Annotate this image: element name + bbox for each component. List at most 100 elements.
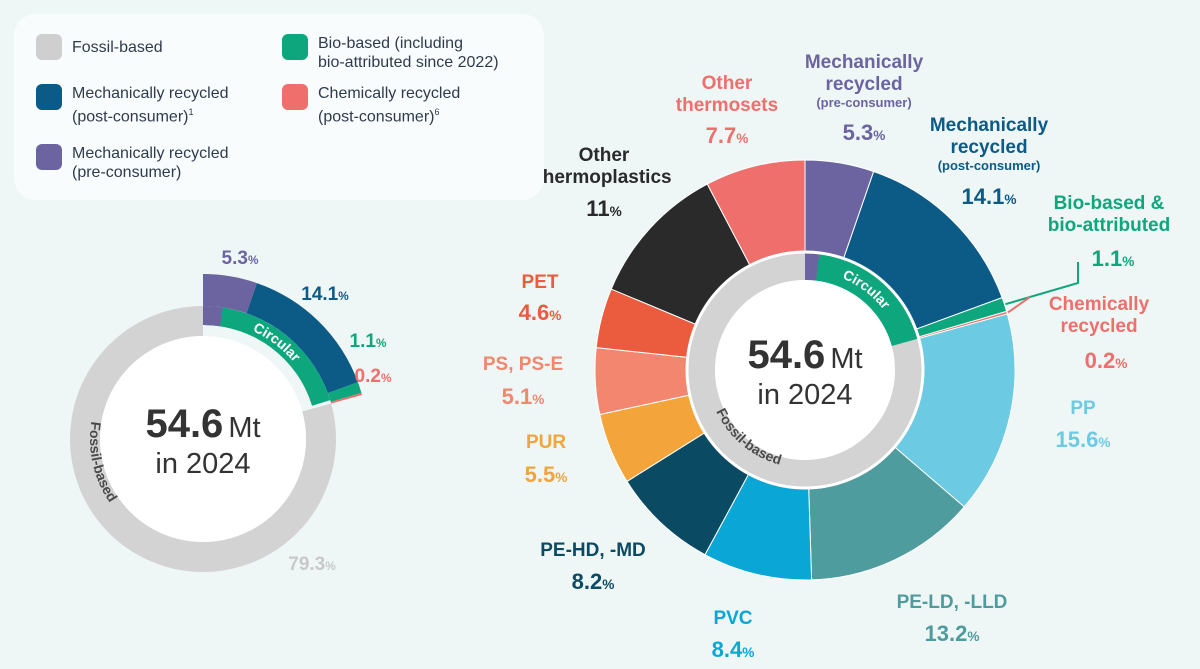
right-name-mech-post-line: recycled [950, 137, 1027, 158]
right-value-pp-pct: % [1098, 435, 1110, 450]
legend-label-mech-post: Mechanically recycled (post-consumer)1 [72, 84, 229, 126]
right-name-pur: PUR [526, 432, 566, 453]
right-value-ps-num: 5.1 [502, 384, 533, 409]
legend-footnote-mech-post: 1 [188, 107, 194, 117]
legend-item-chem: Chemically recycled (post-consumer)6 [282, 84, 460, 126]
right-name-othts: Other thermosets [676, 73, 778, 116]
left-value-chem: 0.2% [355, 366, 392, 387]
right-center-number: 54.6 [747, 333, 825, 377]
legend-item-mech-pre: Mechanically recycled (pre-consumer) [36, 144, 229, 182]
legend-label-fossil: Fossil-based [72, 39, 163, 56]
legend: Fossil-based Bio-based (including bio-at… [14, 14, 544, 200]
right-value-mech-pre-num: 5.3 [843, 120, 874, 145]
right-value-othtp-num: 11 [586, 196, 609, 221]
right-name-othtp-line: thermoplastics [536, 167, 671, 188]
legend-swatch-chem [282, 84, 308, 110]
legend-item-mech-post: Mechanically recycled (post-consumer)1 [36, 84, 229, 126]
right-name-mech-post-sub: (post-consumer) [938, 158, 1041, 173]
right-value-pvc: 8.4% [712, 637, 755, 662]
right-value-bio-pct: % [1122, 254, 1134, 269]
right-value-peld: 13.2% [925, 621, 980, 646]
left-value-mech-pre-pct: % [248, 254, 259, 267]
right-name-othts-line: Other [702, 73, 753, 94]
right-name-pehd-line: PE-HD, -MD [540, 540, 646, 561]
right-value-ps-pct: % [532, 392, 544, 407]
right-value-pur-num: 5.5 [525, 462, 556, 487]
left-value-bio-num: 1.1 [350, 331, 377, 352]
left-center-unit: Mt [228, 412, 260, 444]
right-value-mech-post-num: 14.1 [962, 184, 1005, 209]
legend-swatch-mech-pre [36, 144, 62, 170]
right-value-mech-post-pct: % [1004, 192, 1016, 207]
left-value-mech-post-num: 14.1 [301, 284, 338, 305]
right-name-chem: Chemically recycled [1049, 294, 1150, 337]
right-name-pur-line: PUR [526, 432, 566, 453]
right-value-othtp: 11% [586, 196, 621, 221]
right-name-chem-line: recycled [1060, 316, 1137, 337]
right-value-pehd: 8.2% [572, 569, 615, 594]
legend-swatch-bio [282, 34, 308, 60]
legend-label-mech-post-text: Mechanically recycled (post-consumer) [72, 85, 229, 126]
left-value-mech-pre-num: 5.3 [222, 248, 248, 269]
right-value-othtp-pct: % [610, 204, 622, 219]
left-slice-chem [330, 392, 363, 404]
right-leader-chem [1007, 296, 1031, 314]
legend-label-chem: Chemically recycled (post-consumer)6 [318, 84, 460, 126]
right-name-mech-pre: Mechanically recycled [805, 52, 924, 95]
right-name-pp-line: PP [1070, 398, 1096, 419]
right-value-ps: 5.1% [502, 384, 545, 409]
right-value-pet-num: 4.6 [519, 300, 550, 325]
right-value-pur: 5.5% [525, 462, 568, 487]
right-value-chem-num: 0.2 [1085, 348, 1116, 373]
right-name-peld-line: PE-LD, -LLD [897, 592, 1008, 613]
right-name-mech-pre-sub: (pre-consumer) [816, 95, 911, 110]
right-value-othts: 7.7% [706, 123, 749, 148]
right-value-othts-num: 7.7 [706, 123, 737, 148]
right-name-pehd: PE-HD, -MD [540, 540, 646, 561]
legend-footnote-chem: 6 [434, 107, 440, 117]
left-center-sub: in 2024 [155, 448, 250, 480]
right-name-othts-line: thermosets [676, 95, 778, 116]
right-value-pur-pct: % [555, 470, 567, 485]
right-value-bio: 1.1% [1092, 246, 1135, 271]
right-center-sub: in 2024 [757, 379, 852, 411]
right-value-othts-pct: % [736, 131, 748, 146]
left-slice-bio [327, 382, 362, 402]
right-name-othtp: Other thermoplastics [536, 145, 671, 188]
left-circular-band-pre [203, 306, 223, 327]
legend-item-fossil: Fossil-based [36, 34, 163, 60]
right-value-pet: 4.6% [519, 300, 562, 325]
right-value-pvc-pct: % [742, 645, 754, 660]
right-value-peld-num: 13.2 [925, 621, 968, 646]
right-circular-band-pre [805, 252, 820, 281]
left-center-value: 54.6 Mt [145, 402, 260, 446]
right-value-chem-pct: % [1115, 356, 1127, 371]
right-ring-separator [685, 250, 925, 490]
right-value-mech-post: 14.1% [962, 184, 1017, 209]
left-value-mech-post-pct: % [338, 290, 349, 303]
right-center-unit: Mt [830, 343, 862, 375]
right-value-bio-num: 1.1 [1092, 246, 1123, 271]
right-name-bio: Bio-based & bio-attributed [1048, 193, 1170, 236]
right-value-pp-num: 15.6 [1056, 427, 1099, 452]
right-name-ps: PS, PS-E [483, 354, 563, 375]
right-name-mech-pre-line: recycled [825, 74, 902, 95]
legend-swatch-fossil [36, 34, 62, 60]
right-name-mech-post: Mechanically recycled [930, 115, 1049, 158]
right-name-bio-line: Bio-based & [1054, 193, 1165, 214]
left-value-fossil-pct: % [325, 560, 336, 573]
left-slice-mech_pre [203, 274, 257, 314]
right-value-mech-pre: 5.3% [843, 120, 886, 145]
left-slice-mech_post [246, 283, 358, 394]
right-value-pet-pct: % [549, 308, 561, 323]
left-value-mech-pre: 5.3% [222, 248, 259, 269]
right-name-pvc: PVC [713, 608, 752, 629]
left-value-chem-num: 0.2 [355, 366, 381, 387]
right-name-pp: PP [1070, 398, 1096, 419]
right-name-mech-pre-line: Mechanically [805, 52, 924, 73]
right-value-pp: 15.6% [1056, 427, 1111, 452]
left-value-fossil-num: 79.3 [288, 554, 325, 575]
left-value-bio-pct: % [376, 337, 387, 350]
legend-label-bio: Bio-based (including bio-attributed sinc… [318, 35, 499, 71]
